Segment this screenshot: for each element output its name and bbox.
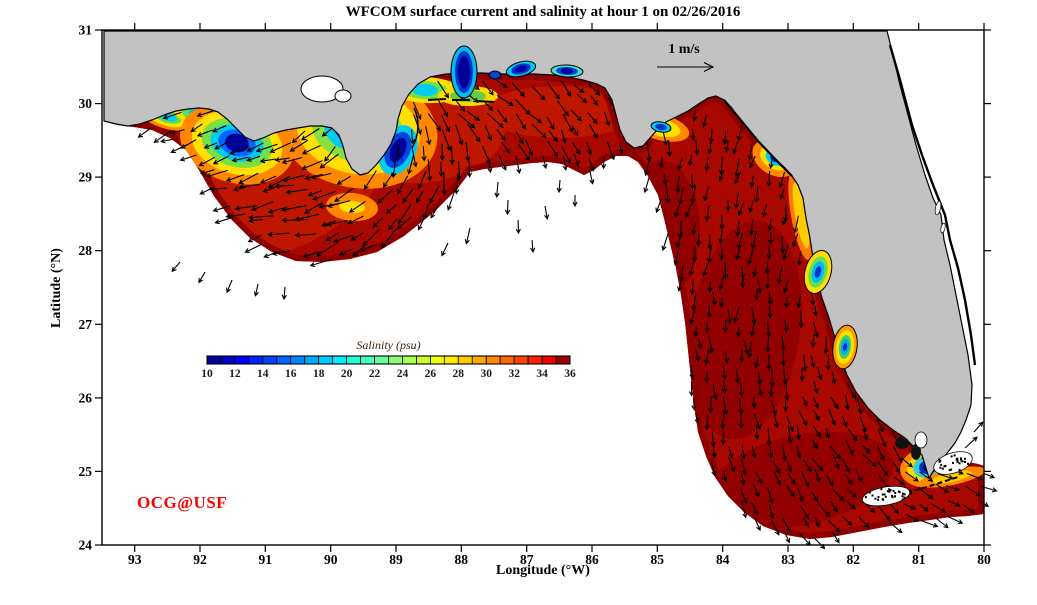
credit-text: OCG@USF: [137, 493, 228, 512]
svg-text:91: 91: [259, 552, 273, 567]
svg-text:20: 20: [341, 368, 353, 380]
svg-text:31: 31: [79, 23, 93, 38]
barrier-islands: [411, 98, 495, 149]
estuary-plumes: [450, 45, 858, 370]
svg-text:25: 25: [79, 464, 93, 479]
svg-text:86: 86: [585, 552, 599, 567]
svg-text:32: 32: [508, 368, 520, 380]
svg-text:14: 14: [257, 368, 269, 380]
svg-text:30: 30: [480, 368, 492, 380]
vector-scale-label: 1 m/s: [668, 42, 700, 57]
y-axis-label: Latitude (°N): [49, 248, 64, 328]
svg-text:30: 30: [79, 96, 93, 111]
svg-text:29: 29: [79, 170, 93, 185]
svg-text:85: 85: [651, 552, 665, 567]
svg-text:87: 87: [520, 552, 534, 567]
svg-text:82: 82: [847, 552, 861, 567]
svg-text:22: 22: [369, 368, 381, 380]
florida-east-coast-lagoons: [888, 44, 977, 366]
vector-scale-arrow: [657, 62, 715, 72]
svg-text:80: 80: [977, 552, 991, 567]
florida-keys: [861, 451, 973, 507]
svg-text:90: 90: [324, 552, 338, 567]
svg-text:81: 81: [912, 552, 926, 567]
tick-labels: 93 92 91 90 89 88 87 86 85 84 83 82 81 80 24 25 26 27 28 29…: [79, 23, 992, 568]
svg-text:93: 93: [128, 552, 142, 567]
svg-text:89: 89: [389, 552, 403, 567]
x-axis-label: Longitude (°W): [496, 563, 590, 578]
svg-text:16: 16: [285, 368, 297, 380]
svg-text:26: 26: [425, 368, 437, 380]
svg-text:84: 84: [716, 552, 730, 567]
big-bend-marsh-coast: [723, 99, 793, 177]
svg-text:28: 28: [453, 368, 465, 380]
axes-frame: [95, 23, 991, 552]
svg-text:24: 24: [397, 368, 409, 380]
colorbar-label: Salinity (psu): [356, 338, 421, 352]
svg-text:36: 36: [564, 368, 576, 380]
svg-text:12: 12: [229, 368, 241, 380]
svg-text:83: 83: [781, 552, 795, 567]
current-vectors-layer: [137, 79, 998, 550]
svg-text:26: 26: [79, 390, 93, 405]
lake-pontchartrain: [300, 75, 352, 103]
colorbar: 10 12 14 16 18 20 22 24 26 28 30 32 34 36: [201, 355, 576, 380]
plot-title: WFCOM surface current and salinity at ho…: [345, 4, 741, 20]
svg-text:34: 34: [536, 368, 548, 380]
svg-text:27: 27: [79, 317, 93, 332]
svg-text:18: 18: [313, 368, 325, 380]
svg-text:88: 88: [455, 552, 469, 567]
svg-text:10: 10: [201, 368, 213, 380]
svg-text:92: 92: [193, 552, 207, 567]
svg-text:24: 24: [79, 538, 93, 553]
svg-text:28: 28: [79, 243, 93, 258]
